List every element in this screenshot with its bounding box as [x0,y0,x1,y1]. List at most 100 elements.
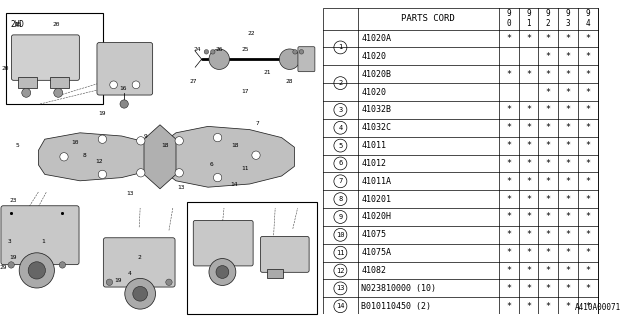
Circle shape [204,50,209,54]
Text: *: * [526,105,531,114]
Text: *: * [546,159,550,168]
Text: 15: 15 [14,21,21,27]
Text: *: * [565,302,570,311]
Text: 5: 5 [16,143,19,148]
Text: *: * [585,141,590,150]
Bar [323,8,598,315]
Circle shape [22,88,31,97]
Text: *: * [506,302,511,311]
Text: *: * [565,159,570,168]
Text: *: * [565,141,570,150]
Text: 41032C: 41032C [362,123,392,132]
Text: 21: 21 [264,69,271,75]
Circle shape [19,253,54,288]
Text: *: * [526,195,531,204]
Text: 4: 4 [339,125,342,131]
Circle shape [280,49,300,69]
FancyBboxPatch shape [260,236,309,272]
Text: *: * [506,230,511,239]
Text: *: * [546,248,550,257]
Circle shape [99,135,106,143]
Text: *: * [546,88,550,97]
Text: 41020H: 41020H [362,212,392,221]
Text: 20: 20 [52,21,60,27]
Circle shape [8,262,14,268]
Text: *: * [506,105,511,114]
Circle shape [166,279,172,285]
Text: *: * [565,284,570,293]
Text: *: * [565,34,570,43]
Text: *: * [546,70,550,79]
Text: *: * [526,177,531,186]
Text: 13: 13 [177,185,184,190]
Text: *: * [546,284,550,293]
Circle shape [60,153,68,161]
Text: *: * [585,52,590,61]
Text: *: * [506,266,511,275]
Text: *: * [506,177,511,186]
Text: *: * [546,123,550,132]
Circle shape [137,137,145,145]
Text: 1: 1 [42,239,45,244]
Text: *: * [565,248,570,257]
Text: *: * [565,195,570,204]
Text: 22: 22 [248,31,255,36]
Text: 14: 14 [230,181,237,187]
Circle shape [54,88,63,97]
Text: *: * [526,248,531,257]
Text: *: * [585,123,590,132]
Text: 10: 10 [72,140,79,145]
Text: 16: 16 [120,85,127,91]
Text: *: * [585,212,590,221]
Text: 5: 5 [339,143,342,148]
Text: 11: 11 [241,165,248,171]
Circle shape [214,173,222,182]
Text: 410201: 410201 [362,195,392,204]
Circle shape [99,170,106,179]
Text: 6: 6 [339,160,342,166]
Text: 18: 18 [232,143,239,148]
Text: N023810000 (10): N023810000 (10) [362,284,436,293]
Text: *: * [546,195,550,204]
Text: 9
3: 9 3 [566,9,570,28]
FancyBboxPatch shape [1,206,79,265]
Text: *: * [526,230,531,239]
Text: *: * [585,195,590,204]
Text: 19: 19 [99,111,106,116]
Text: 8: 8 [339,196,342,202]
Text: *: * [546,105,550,114]
Polygon shape [163,126,294,187]
Text: 25: 25 [241,47,248,52]
Text: PARTS CORD: PARTS CORD [401,14,455,23]
Text: 23: 23 [9,197,17,203]
Circle shape [125,278,156,309]
Text: *: * [565,52,570,61]
Bar [187,202,317,314]
Text: 10: 10 [336,232,344,238]
Text: 41082: 41082 [362,266,387,275]
Text: 13: 13 [126,191,133,196]
Text: 20: 20 [1,66,8,71]
Text: 18: 18 [161,143,168,148]
Text: *: * [585,177,590,186]
Circle shape [133,286,148,301]
Circle shape [28,262,45,279]
Text: 17: 17 [241,89,248,94]
Text: 2: 2 [138,255,141,260]
Text: *: * [585,34,590,43]
Text: *: * [526,212,531,221]
FancyBboxPatch shape [193,220,253,266]
Text: 41032B: 41032B [362,105,392,114]
Text: *: * [506,248,511,257]
Text: 27: 27 [190,79,197,84]
Text: 3: 3 [8,239,12,244]
Text: 7: 7 [339,178,342,184]
Text: 12: 12 [95,159,103,164]
Text: *: * [546,141,550,150]
Text: 9: 9 [339,214,342,220]
Circle shape [214,133,222,142]
FancyBboxPatch shape [97,43,153,95]
Circle shape [252,151,260,159]
Circle shape [120,100,128,108]
Text: *: * [506,34,511,43]
